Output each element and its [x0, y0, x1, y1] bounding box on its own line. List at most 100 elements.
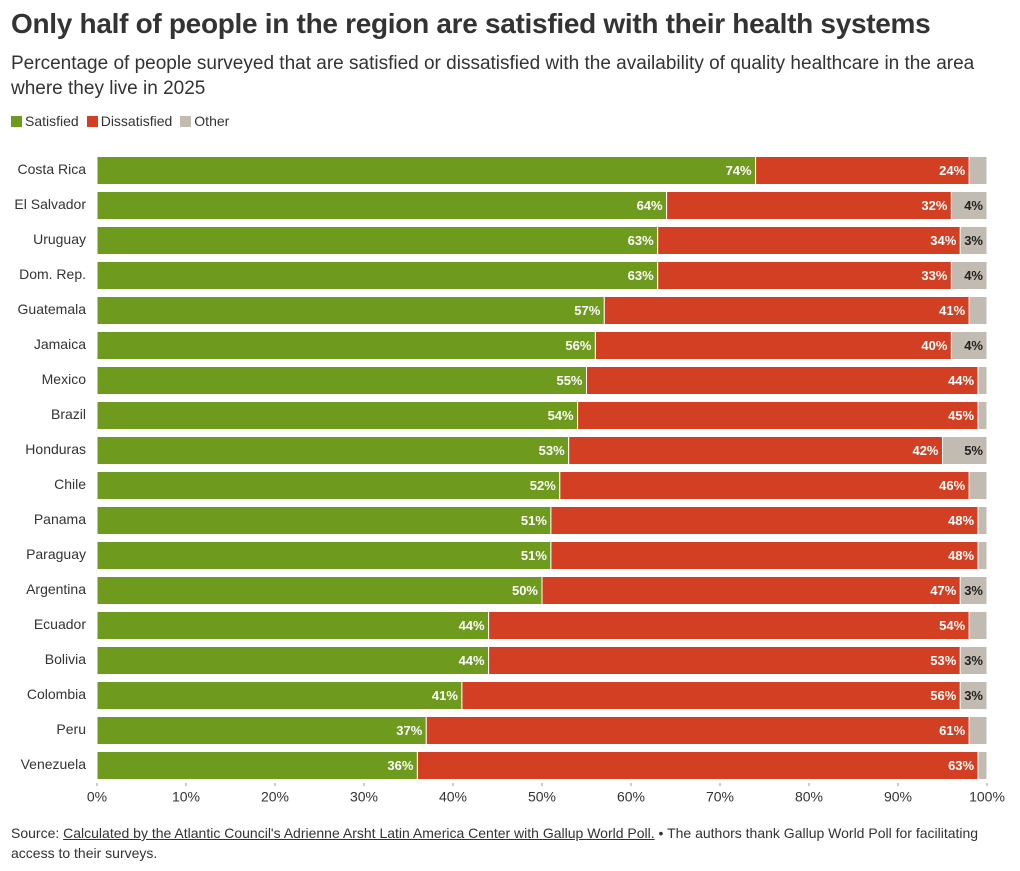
bar-segment	[950, 191, 988, 220]
y-tick-label: Honduras	[25, 441, 86, 457]
chart-title: Only half of people in the region are sa…	[11, 8, 931, 39]
y-tick-label: Mexico	[42, 371, 87, 387]
bar-segment	[594, 331, 952, 360]
y-tick-label: Uruguay	[33, 231, 86, 247]
bar-segment	[541, 576, 961, 605]
bar-segment	[96, 471, 561, 500]
x-tick-label: 40%	[439, 789, 467, 805]
data-label: 48%	[948, 513, 974, 528]
data-label: 56%	[930, 688, 956, 703]
x-tick-label: 60%	[617, 789, 645, 805]
y-tick-label: Costa Rica	[18, 161, 87, 177]
bar-segment	[416, 751, 979, 780]
bar-segment	[586, 366, 979, 395]
legend-item: Dissatisfied	[86, 113, 173, 129]
y-tick-label: Ecuador	[34, 616, 86, 632]
data-label: 63%	[948, 758, 974, 773]
bar-segment	[96, 401, 579, 430]
data-label: 56%	[565, 338, 591, 353]
bar-segment	[959, 646, 988, 675]
bar-segment	[968, 611, 988, 640]
data-label: 5%	[964, 443, 983, 458]
bar-segment	[657, 226, 961, 255]
source-suffix: • The authors thank Gallup World Poll fo…	[11, 825, 979, 861]
x-tick-label: 50%	[528, 789, 556, 805]
bar-segment	[96, 681, 463, 710]
bar-segment	[959, 226, 988, 255]
legend: Satisfied Dissatisfied Other	[11, 113, 229, 129]
data-label: 55%	[556, 373, 582, 388]
data-label: 44%	[948, 373, 974, 388]
data-label: 47%	[930, 583, 956, 598]
legend-swatch	[180, 115, 192, 127]
x-tick-label: 70%	[706, 789, 734, 805]
bar-segment	[96, 716, 427, 745]
bar-segment	[96, 366, 587, 395]
x-tick-label: 0%	[87, 789, 107, 805]
y-tick-label: Panama	[34, 511, 86, 527]
x-tick-label: 100%	[969, 789, 1005, 805]
bar-segment	[96, 436, 570, 465]
data-label: 33%	[921, 268, 947, 283]
bar-segment	[96, 156, 757, 185]
legend-label: Other	[194, 113, 230, 129]
bar-segment	[968, 716, 988, 745]
bar-segment	[977, 401, 988, 430]
bar-segment	[96, 226, 659, 255]
y-tick-label: Venezuela	[21, 756, 87, 772]
bar-segment	[657, 261, 952, 290]
data-label: 36%	[387, 758, 413, 773]
legend-label: Dissatisfied	[100, 113, 173, 129]
x-tick-label: 10%	[172, 789, 200, 805]
source-prefix: Source:	[11, 825, 64, 841]
data-label: 45%	[948, 408, 974, 423]
data-label: 40%	[921, 338, 947, 353]
bar-segment	[96, 331, 596, 360]
data-label: 3%	[964, 583, 983, 598]
bar-segment	[603, 296, 970, 325]
data-label: 74%	[726, 163, 752, 178]
source-note: Source: Calculated by the Atlantic Counc…	[11, 823, 1006, 863]
data-label: 42%	[912, 443, 938, 458]
bar-segment	[968, 471, 988, 500]
data-label: 4%	[964, 338, 983, 353]
bar-segment	[488, 611, 970, 640]
x-tick-label: 20%	[261, 789, 289, 805]
data-label: 53%	[539, 443, 565, 458]
x-tick-label: 30%	[350, 789, 378, 805]
bar-segment	[488, 646, 961, 675]
y-tick-label: Brazil	[51, 406, 86, 422]
data-label: 50%	[512, 583, 538, 598]
chart: 0% 10% 20% 30% 40% 50% 60% 70% 80% 90% 100% Costa R…	[14, 156, 1005, 805]
data-label: 4%	[964, 198, 983, 213]
data-label: 63%	[628, 233, 654, 248]
x-tick-label: 80%	[795, 789, 823, 805]
bar-segment	[550, 506, 979, 535]
data-label: 3%	[964, 233, 983, 248]
bar-segment	[96, 541, 552, 570]
data-label: 37%	[396, 723, 422, 738]
y-tick-label: Dom. Rep.	[19, 266, 86, 282]
data-label: 63%	[628, 268, 654, 283]
bar-segment	[550, 541, 979, 570]
legend-item: Satisfied	[11, 113, 79, 129]
source-link[interactable]: Calculated by the Atlantic Council's Adr…	[63, 825, 655, 841]
bar-segment	[96, 576, 543, 605]
data-label: 54%	[939, 618, 965, 633]
data-label: 48%	[948, 548, 974, 563]
data-label: 61%	[939, 723, 965, 738]
bar-segment	[577, 401, 979, 430]
data-label: 57%	[574, 303, 600, 318]
bar-segment	[977, 366, 988, 395]
y-tick-label: Colombia	[27, 686, 86, 702]
bar-segment	[968, 296, 988, 325]
bar-segment	[461, 681, 961, 710]
data-label: 41%	[432, 688, 458, 703]
data-label: 41%	[939, 303, 965, 318]
bar-segment	[96, 611, 490, 640]
data-label: 53%	[930, 653, 956, 668]
bar-segment	[950, 261, 988, 290]
data-label: 51%	[521, 513, 547, 528]
data-label: 3%	[964, 688, 983, 703]
y-tick-label: Jamaica	[34, 336, 86, 352]
